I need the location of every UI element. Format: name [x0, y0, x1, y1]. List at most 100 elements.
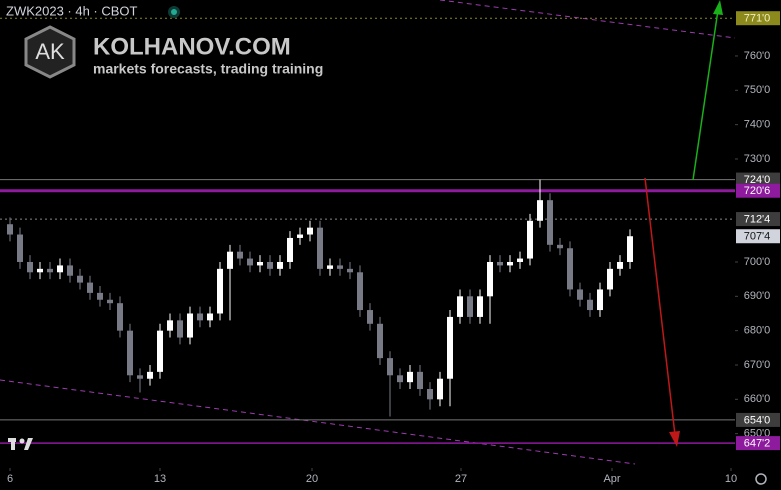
candle-body — [97, 292, 103, 300]
y-tick-label: 760'0 — [744, 50, 771, 62]
candle-body — [407, 371, 413, 383]
candle-body — [327, 265, 333, 269]
candle-body — [197, 313, 203, 321]
y-tick-label: 660'0 — [744, 393, 771, 405]
candle-body — [567, 248, 573, 290]
price-label-box — [736, 212, 780, 227]
candle-body — [217, 268, 223, 314]
price-label-box — [736, 183, 780, 198]
symbol: ZWK2023 · 4h · CBOT — [6, 3, 138, 18]
candle-body — [427, 389, 433, 400]
tv-logo — [8, 438, 33, 450]
candle-body — [617, 261, 623, 269]
candle-body — [487, 261, 493, 297]
candle-body — [237, 251, 243, 259]
candle-body — [547, 200, 553, 245]
x-tick-label: 20 — [306, 473, 318, 485]
candle-body — [277, 261, 283, 269]
y-tick-label: 670'0 — [744, 359, 771, 371]
up-arrow-head — [713, 0, 723, 15]
candle-body — [587, 299, 593, 311]
candle-body — [117, 303, 123, 331]
x-axis-strip — [0, 468, 781, 490]
price-label-box — [736, 436, 780, 451]
candle-body — [287, 237, 293, 262]
y-tick-label: 700'0 — [744, 256, 771, 268]
candle-body — [577, 289, 583, 300]
price-label-box — [736, 412, 780, 427]
candle-body — [377, 323, 383, 359]
down-arrow — [644, 177, 676, 436]
candle-body — [137, 375, 143, 379]
trend-line — [0, 379, 636, 465]
candle-body — [437, 378, 443, 400]
x-tick-label: Apr — [603, 473, 620, 485]
price-label: 724'0 — [744, 174, 771, 186]
candle-body — [47, 268, 53, 273]
candle-body — [467, 296, 473, 317]
candle-body — [477, 296, 483, 317]
plot — [0, 17, 735, 444]
candle-body — [87, 282, 93, 293]
candle-body — [417, 371, 423, 390]
y-tick-label: 690'0 — [744, 290, 771, 302]
trend-line — [439, 0, 736, 39]
candle-body — [297, 234, 303, 238]
candle-body — [447, 316, 453, 379]
x-tick-label: 6 — [7, 473, 13, 485]
candle-body — [267, 261, 273, 269]
candle-body — [317, 227, 323, 269]
price-label: 720'6 — [744, 185, 771, 197]
candle-body — [337, 265, 343, 269]
candle-body — [517, 258, 523, 262]
y-tick-label: 730'0 — [744, 153, 771, 165]
x-tick-label: 10 — [725, 473, 737, 485]
candle-body — [607, 268, 613, 290]
candle-body — [347, 268, 353, 273]
price-label: 707'4 — [744, 231, 771, 243]
price-label: 771'0 — [744, 13, 771, 25]
logo-hexagon — [24, 25, 76, 79]
up-arrow — [692, 9, 719, 181]
candle-body — [507, 261, 513, 266]
price-label-box — [736, 229, 780, 244]
candle-body — [367, 310, 373, 324]
candle-body — [357, 272, 363, 311]
price-label-box — [736, 172, 780, 187]
x-tick-label: 27 — [455, 473, 467, 485]
candle-body — [187, 313, 193, 338]
candle-body — [107, 299, 113, 304]
candle-body — [177, 320, 183, 338]
price-label: 712'4 — [744, 213, 771, 225]
candle-body — [307, 227, 313, 235]
candle-body — [397, 375, 403, 383]
candle-body — [527, 220, 533, 259]
logo-text: AK — [35, 39, 65, 64]
candle-body — [57, 265, 63, 273]
candle-body — [557, 244, 563, 249]
tagline: markets forecasts, trading training — [93, 61, 323, 77]
candle-body — [457, 296, 463, 317]
candle-body — [627, 236, 633, 262]
candle-body — [597, 289, 603, 311]
y-tick-label: 740'0 — [744, 119, 771, 131]
candle-body — [17, 234, 23, 262]
candle-body — [257, 261, 263, 266]
price-label: 654'0 — [744, 414, 771, 426]
settings-icon — [755, 473, 767, 485]
candle-body — [37, 268, 43, 273]
y-tick-label: 680'0 — [744, 325, 771, 337]
brand: KOLHANOV.COM — [93, 33, 291, 60]
candle-body — [387, 358, 393, 376]
x-tick-label: 13 — [154, 473, 166, 485]
candle-body — [127, 330, 133, 376]
candle-body — [67, 265, 73, 276]
candle-body — [27, 261, 33, 273]
candle-body — [247, 258, 253, 266]
down-arrow-head — [669, 431, 680, 447]
candle-body — [167, 320, 173, 331]
candle-body — [7, 224, 13, 235]
status-dot — [171, 9, 177, 15]
candle-body — [537, 200, 543, 221]
